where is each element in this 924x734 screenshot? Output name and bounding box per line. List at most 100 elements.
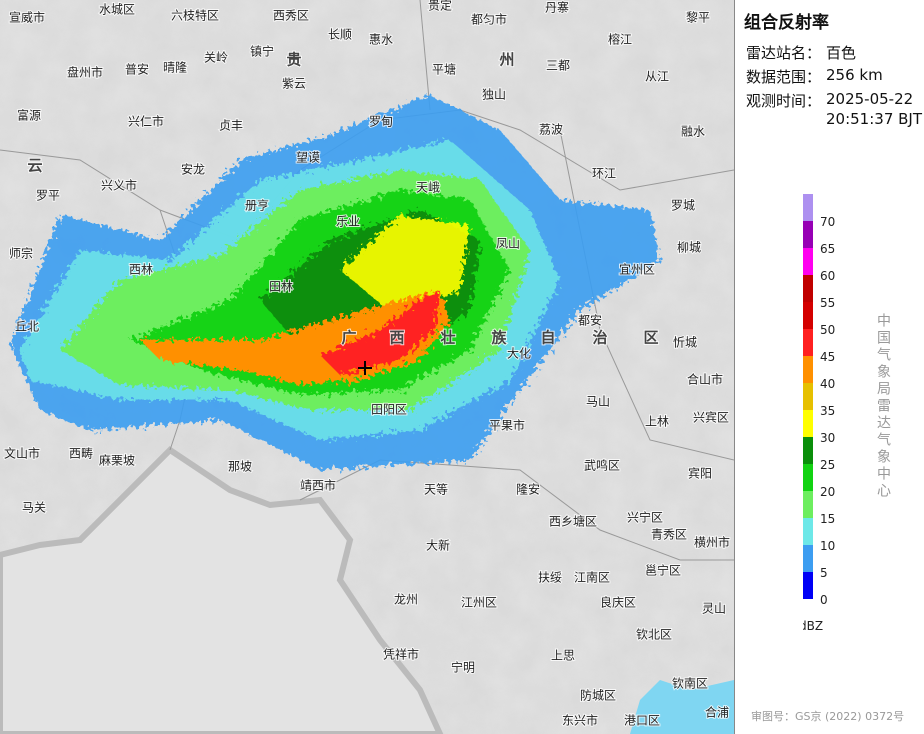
foreign-area: [0, 446, 444, 734]
legend-swatch: [803, 194, 813, 221]
legend-tick-label: 30: [820, 431, 835, 445]
place-label: 田阳区: [371, 403, 407, 417]
place-label: 丹寨: [545, 0, 569, 15]
place-label: 宜州区: [619, 262, 655, 277]
place-label: 隆安: [516, 482, 540, 497]
place-label: 普安: [125, 62, 149, 77]
place-label: 六枝特区: [171, 8, 219, 23]
place-label: 富源: [17, 108, 41, 123]
place-label: 罗甸: [369, 115, 393, 129]
place-label: 三都: [546, 59, 570, 73]
place-label: 田林: [269, 280, 293, 294]
legend-swatch: [803, 329, 813, 356]
legend-swatch: [803, 383, 813, 410]
place-label: 文山市: [4, 446, 40, 461]
place-label: 那坡: [228, 460, 252, 474]
place-label: 龙州: [394, 593, 418, 607]
legend-swatch: [803, 572, 813, 599]
place-label: 望谟: [296, 151, 320, 165]
place-label: 青秀区: [651, 528, 687, 542]
sea: [630, 680, 734, 734]
place-label: 平塘: [432, 62, 456, 77]
place-label: 横州市: [694, 535, 730, 550]
field-value: 256 km: [826, 66, 883, 84]
place-label: 镇宁: [250, 44, 274, 59]
field-value: 20:51:37 BJT: [826, 110, 923, 128]
place-label: 壮: [440, 329, 455, 347]
legend-swatch: [803, 302, 813, 329]
place-label: 东兴市: [562, 713, 598, 728]
place-label: 罗平: [36, 189, 60, 203]
field-row: 观测时间： 2025-05-22: [746, 90, 913, 111]
place-label: 平果市: [489, 418, 525, 433]
place-label: 罗城: [671, 199, 695, 213]
legend-tick-label: 55: [820, 296, 835, 310]
legend-swatch: [803, 356, 813, 383]
field-label: 观测时间：: [746, 92, 822, 110]
place-label: 都匀市: [471, 12, 507, 27]
place-label: 西畴: [69, 447, 93, 461]
place-label: 西秀区: [273, 9, 309, 23]
credit: 中国气象局雷达气象中心: [875, 313, 891, 500]
legend-unit: dBZ: [803, 619, 823, 633]
review-number: 审图号：GS京 (2022) 0372号: [751, 710, 905, 723]
place-label: 靖西市: [300, 478, 336, 493]
place-label: 兴宁区: [627, 510, 663, 525]
legend-tick-label: 65: [820, 242, 835, 256]
place-label: 上思: [551, 649, 575, 663]
place-label: 榕江: [608, 32, 632, 47]
place-label: 贵: [286, 51, 301, 69]
place-label: 西: [389, 329, 404, 347]
place-label: 天等: [424, 483, 448, 497]
place-label: 兴宾区: [693, 410, 729, 425]
place-label: 合浦: [705, 705, 729, 720]
place-label: 贵定: [428, 0, 452, 13]
place-label: 册亨: [245, 198, 269, 213]
place-label: 融水: [681, 125, 705, 139]
legend-swatch: [803, 410, 813, 437]
legend-swatch: [803, 518, 813, 545]
place-label: 港口区: [624, 714, 660, 728]
color-legend: 0 5 10 15 20 25 30 35 40 45 50 55 60 65 70 dBZ: [803, 194, 835, 633]
place-label: 江南区: [574, 570, 610, 585]
place-label: 盘州市: [67, 65, 103, 80]
legend-tick-label: 20: [820, 485, 835, 499]
place-label: 云: [27, 157, 42, 175]
place-label: 荔波: [539, 123, 563, 137]
place-label: 州: [498, 51, 514, 69]
legend-tick-label: 0: [820, 593, 828, 607]
panel-title: 组合反射率: [744, 13, 829, 33]
place-label: 扶绥: [538, 570, 562, 585]
place-label: 良庆区: [600, 595, 636, 610]
place-label: 紫云: [282, 77, 306, 91]
field-label: 雷达站名：: [746, 44, 822, 62]
legend-tick-label: 15: [820, 512, 835, 526]
place-label: 凤山: [496, 237, 520, 251]
place-label: 师宗: [9, 246, 33, 261]
place-label: 独山: [482, 88, 506, 102]
place-label: 宣威市: [9, 10, 45, 25]
legend-tick-label: 70: [820, 215, 835, 229]
place-label: 灵山: [702, 602, 726, 616]
place-label: 晴隆: [163, 60, 187, 75]
field-label: 数据范围：: [746, 68, 822, 86]
place-label: 钦北区: [636, 628, 672, 642]
place-label: 防城区: [580, 688, 616, 703]
place-label: 兴义市: [101, 178, 137, 193]
place-label: 马山: [586, 395, 610, 409]
place-label: 环江: [592, 167, 616, 181]
place-label: 广: [341, 329, 356, 347]
legend-swatch: [803, 275, 813, 302]
legend-swatch: [803, 491, 813, 518]
place-label: 柳城: [677, 241, 701, 255]
legend-tick-label: 5: [820, 566, 828, 580]
place-label: 忻城: [673, 336, 697, 350]
place-label: 安龙: [181, 162, 205, 177]
place-label: 西林: [129, 263, 153, 277]
place-label: 邕宁区: [645, 563, 681, 578]
place-label: 宾阳: [688, 466, 712, 481]
place-label: 水城区: [99, 3, 135, 17]
legend-tick-label: 50: [820, 323, 835, 337]
